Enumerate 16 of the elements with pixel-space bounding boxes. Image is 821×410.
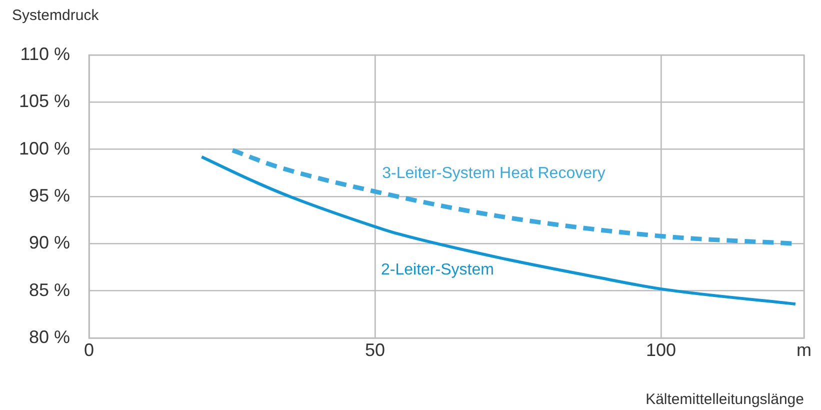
series-label: 3-Leiter-System Heat Recovery: [382, 164, 606, 182]
line-series: [200, 155, 797, 306]
x-tick-label: 0: [84, 340, 94, 360]
y-tick-label: 95 %: [28, 185, 70, 206]
x-axis-title: Kältemittelleitungslänge: [646, 391, 804, 408]
x-tick-label: m: [796, 340, 812, 360]
y-axis-title: Systemdruck: [12, 7, 100, 24]
y-tick-label: 105 %: [18, 91, 70, 112]
x-tick-label: 50: [364, 340, 386, 360]
series-label: 2-Leiter-System: [381, 262, 494, 279]
y-tick-label: 80 %: [28, 326, 70, 347]
y-tick-label: 100 %: [18, 138, 70, 158]
y-tick-label: 85 %: [28, 280, 70, 300]
y-tick-label: 90 %: [28, 232, 70, 253]
y-tick-label: 110 %: [20, 44, 70, 64]
x-tick-label: 100: [646, 340, 676, 360]
